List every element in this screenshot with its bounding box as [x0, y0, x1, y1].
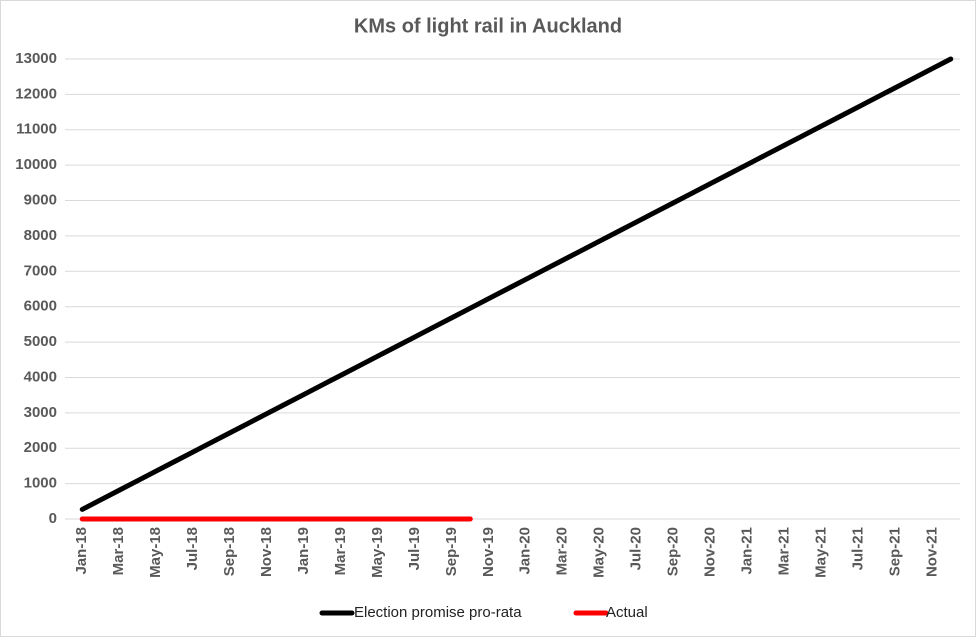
- x-tick-label: Jan-20: [517, 527, 534, 575]
- x-tick-label: Nov-20: [702, 527, 719, 577]
- x-tick-label: Mar-18: [110, 527, 127, 575]
- y-tick-label: 0: [49, 510, 57, 527]
- x-tick-label: Mar-21: [775, 527, 792, 575]
- y-tick-label: 11000: [16, 121, 57, 138]
- chart-title: KMs of light rail in Auckland: [354, 15, 622, 37]
- series-line: [79, 56, 954, 512]
- y-tick-label: 5000: [24, 333, 57, 350]
- x-tick-label: Jul-21: [849, 527, 866, 570]
- x-tick-label: Sep-19: [443, 527, 460, 576]
- x-tick-label: Jan-18: [73, 527, 90, 575]
- x-tick-label: May-20: [591, 527, 608, 578]
- y-tick-label: 9000: [24, 192, 57, 209]
- x-tick-label: Jan-19: [295, 527, 312, 575]
- x-tick-label: May-19: [369, 527, 386, 578]
- x-tick-label: Sep-18: [221, 527, 238, 576]
- x-tick-label: Jul-18: [184, 527, 201, 570]
- x-tick-label: Jul-19: [406, 527, 423, 570]
- x-tick-label: Mar-20: [554, 527, 571, 575]
- y-tick-label: 6000: [24, 298, 57, 315]
- legend-label: Actual: [606, 604, 648, 621]
- y-tick-label: 7000: [24, 262, 57, 279]
- x-tick-label: May-18: [147, 527, 164, 578]
- x-tick-label: Sep-21: [886, 527, 903, 576]
- x-tick-label: Nov-19: [480, 527, 497, 577]
- y-tick-label: 2000: [24, 439, 57, 456]
- x-tick-label: Nov-18: [258, 527, 275, 577]
- x-tick-label: Jul-20: [628, 527, 645, 570]
- y-tick-label: 3000: [24, 404, 57, 421]
- x-tick-label: Nov-21: [923, 527, 940, 577]
- y-tick-label: 8000: [24, 227, 57, 244]
- y-tick-label: 13000: [15, 50, 57, 67]
- y-tick-label: 10000: [15, 156, 57, 173]
- y-tick-label: 1000: [24, 475, 57, 492]
- x-tick-label: Sep-20: [665, 527, 682, 576]
- y-tick-label: 4000: [24, 368, 57, 385]
- x-tick-label: Jan-21: [738, 527, 755, 575]
- x-tick-label: Mar-19: [332, 527, 349, 575]
- x-tick-label: May-21: [812, 527, 829, 578]
- legend-label: Election promise pro-rata: [354, 604, 522, 621]
- y-tick-label: 12000: [15, 85, 57, 102]
